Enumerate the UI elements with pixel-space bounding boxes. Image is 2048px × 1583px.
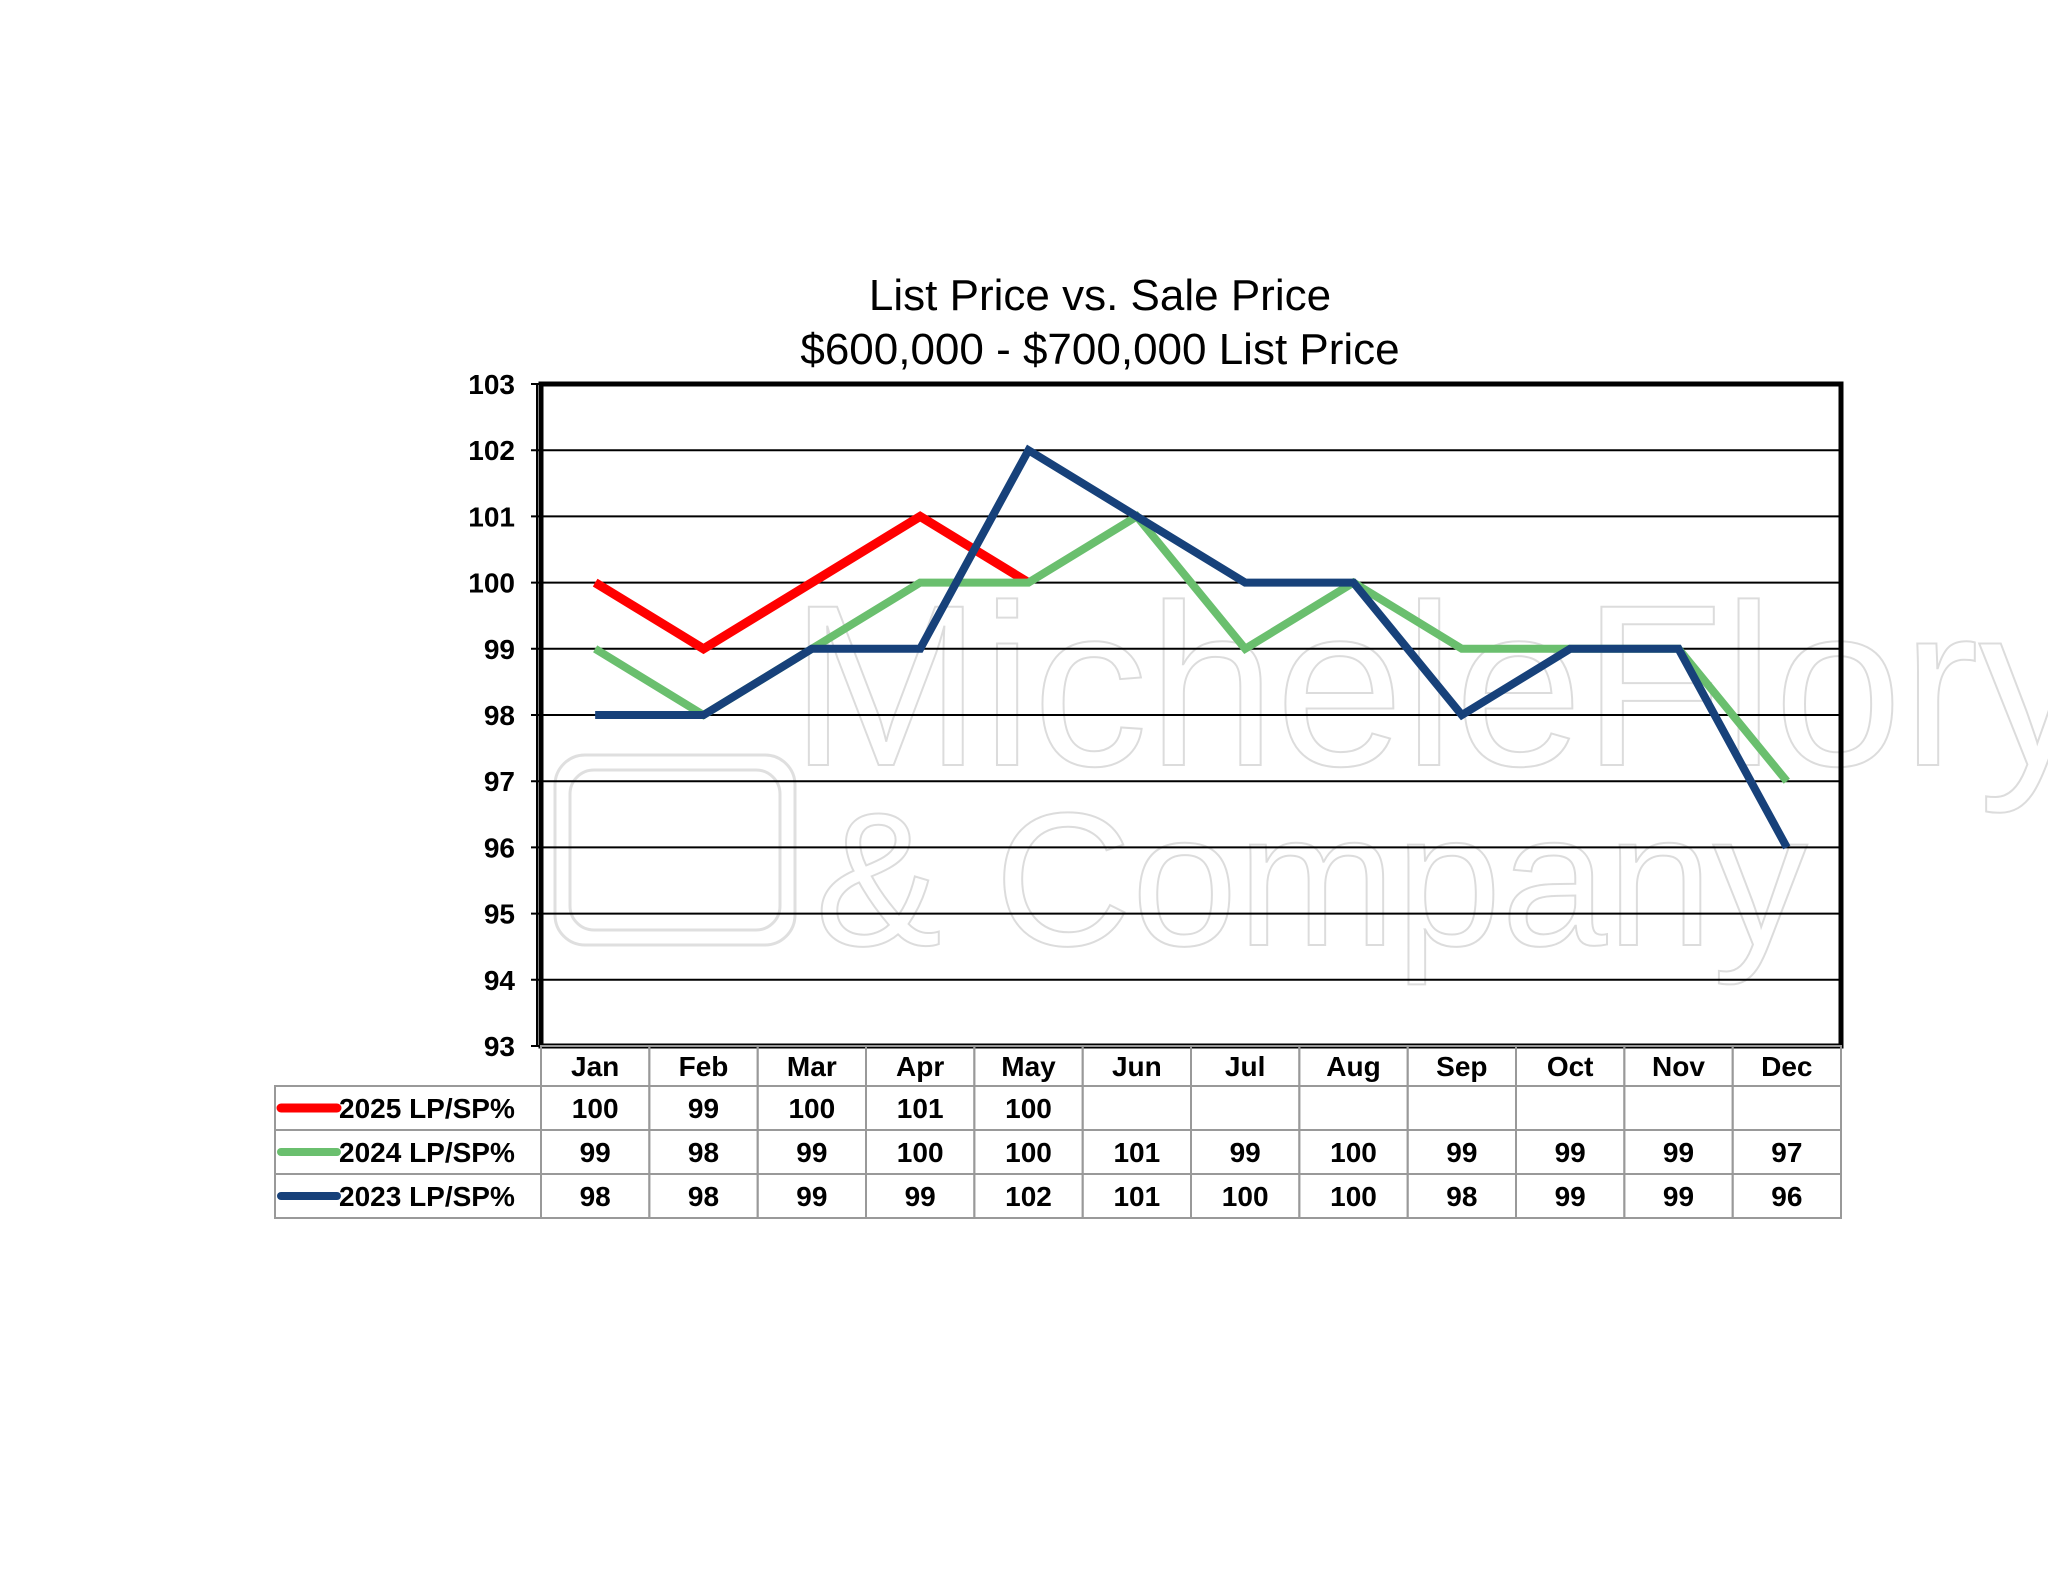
y-tick-label: 102	[468, 435, 515, 466]
data-point	[1678, 648, 1679, 650]
data-point	[1353, 582, 1354, 584]
x-tick-label: May	[1001, 1051, 1056, 1082]
series-line-2023	[595, 444, 1791, 850]
data-label: 100	[897, 1137, 944, 1168]
data-label: 99	[1663, 1137, 1694, 1168]
data-point	[1136, 515, 1138, 517]
data-point	[1461, 648, 1463, 650]
x-tick-label: Dec	[1761, 1051, 1812, 1082]
data-point	[1569, 648, 1571, 650]
data-label: 100	[1330, 1181, 1377, 1212]
y-tick-label: 103	[468, 369, 515, 400]
x-tick-label: Jan	[571, 1051, 619, 1082]
y-tick-label: 100	[468, 568, 515, 599]
legend-label: 2024 LP/SP%	[339, 1137, 515, 1168]
data-label: 99	[1230, 1137, 1261, 1168]
data-label: 99	[1555, 1181, 1586, 1212]
data-point	[1786, 780, 1788, 782]
data-label: 97	[1771, 1137, 1802, 1168]
table-cell	[1190, 1085, 1301, 1131]
data-label: 100	[1005, 1093, 1052, 1124]
table-cell	[1406, 1085, 1517, 1131]
table-cell	[1515, 1085, 1626, 1131]
data-label: 98	[688, 1181, 719, 1212]
chart-subtitle-line: $600,000 - $700,000 List Price	[800, 325, 1399, 374]
data-label: 100	[1005, 1137, 1052, 1168]
y-tick-label: 98	[484, 700, 515, 731]
chart-title: List Price vs. Sale Price $600,000 - $70…	[800, 271, 1399, 374]
data-point	[594, 648, 596, 650]
data-label: 100	[572, 1093, 619, 1124]
watermark-line-1: MicheleFlory	[790, 557, 2048, 814]
data-label: 100	[788, 1093, 835, 1124]
data-point	[703, 714, 704, 716]
x-tick-label: Jun	[1112, 1051, 1162, 1082]
chart-title-line: List Price vs. Sale Price	[869, 271, 1331, 320]
data-point	[594, 714, 596, 716]
data-point	[1244, 648, 1246, 650]
x-tick-label: Mar	[787, 1051, 837, 1082]
y-tick-label: 97	[484, 766, 515, 797]
data-point	[811, 648, 813, 650]
series-lines	[592, 444, 1791, 850]
table-cell	[1731, 1173, 1842, 1219]
data-label: 98	[580, 1181, 611, 1212]
watermark-line-2: & Company	[815, 774, 1808, 986]
data-label: 99	[580, 1137, 611, 1168]
data-label: 99	[796, 1181, 827, 1212]
data-label: 98	[1446, 1181, 1477, 1212]
data-label: 99	[1663, 1181, 1694, 1212]
y-tick-label: 94	[484, 965, 516, 996]
y-axis: 103 102 101 100 99 98 97 96 95 94 93	[468, 369, 538, 1062]
data-point	[919, 582, 921, 584]
data-label: 100	[1222, 1181, 1269, 1212]
data-label: 99	[796, 1137, 827, 1168]
data-label: 99	[1446, 1137, 1477, 1168]
data-label: 99	[688, 1093, 719, 1124]
data-label: 101	[1113, 1137, 1160, 1168]
legend-label: 2025 LP/SP%	[339, 1093, 515, 1124]
data-point	[919, 515, 921, 517]
data-point	[1786, 846, 1788, 848]
data-label: 99	[905, 1181, 936, 1212]
y-tick-label: 99	[484, 634, 515, 665]
watermark-logo: MicheleFlory & Company	[553, 556, 2048, 987]
data-point	[594, 582, 596, 584]
data-label: 101	[1113, 1181, 1160, 1212]
x-tick-label: Sep	[1436, 1051, 1487, 1082]
y-tick-label: 96	[484, 832, 515, 863]
data-point	[1244, 582, 1246, 584]
table-cell	[1081, 1085, 1192, 1131]
data-label: 96	[1771, 1181, 1802, 1212]
table-cell	[1623, 1085, 1734, 1131]
x-tick-label: Apr	[896, 1051, 944, 1082]
data-point	[703, 648, 704, 650]
data-table: Jan Feb Mar Apr May Jun Jul Aug Sep Oct Nov Dec 2025…	[274, 1045, 1842, 1219]
x-tick-label: Jul	[1225, 1051, 1265, 1082]
data-label: 102	[1005, 1181, 1052, 1212]
x-tick-label: Aug	[1326, 1051, 1380, 1082]
data-point	[1028, 582, 1029, 584]
data-label: 98	[688, 1137, 719, 1168]
x-tick-label: Nov	[1652, 1051, 1705, 1082]
x-tick-label: Oct	[1547, 1051, 1594, 1082]
table-cell	[1731, 1085, 1842, 1131]
x-tick-label: Feb	[679, 1051, 729, 1082]
data-point	[1461, 714, 1463, 716]
data-label: 99	[1555, 1137, 1586, 1168]
y-tick-label: 93	[484, 1031, 515, 1062]
legend-label: 2023 LP/SP%	[339, 1181, 515, 1212]
data-point	[919, 648, 921, 650]
data-label: 100	[1330, 1137, 1377, 1168]
y-tick-label: 95	[484, 899, 515, 930]
table-cell	[1298, 1085, 1409, 1131]
y-tick-label: 101	[468, 501, 515, 532]
data-point	[1028, 449, 1029, 451]
data-label: 101	[897, 1093, 944, 1124]
data-point	[811, 582, 813, 584]
